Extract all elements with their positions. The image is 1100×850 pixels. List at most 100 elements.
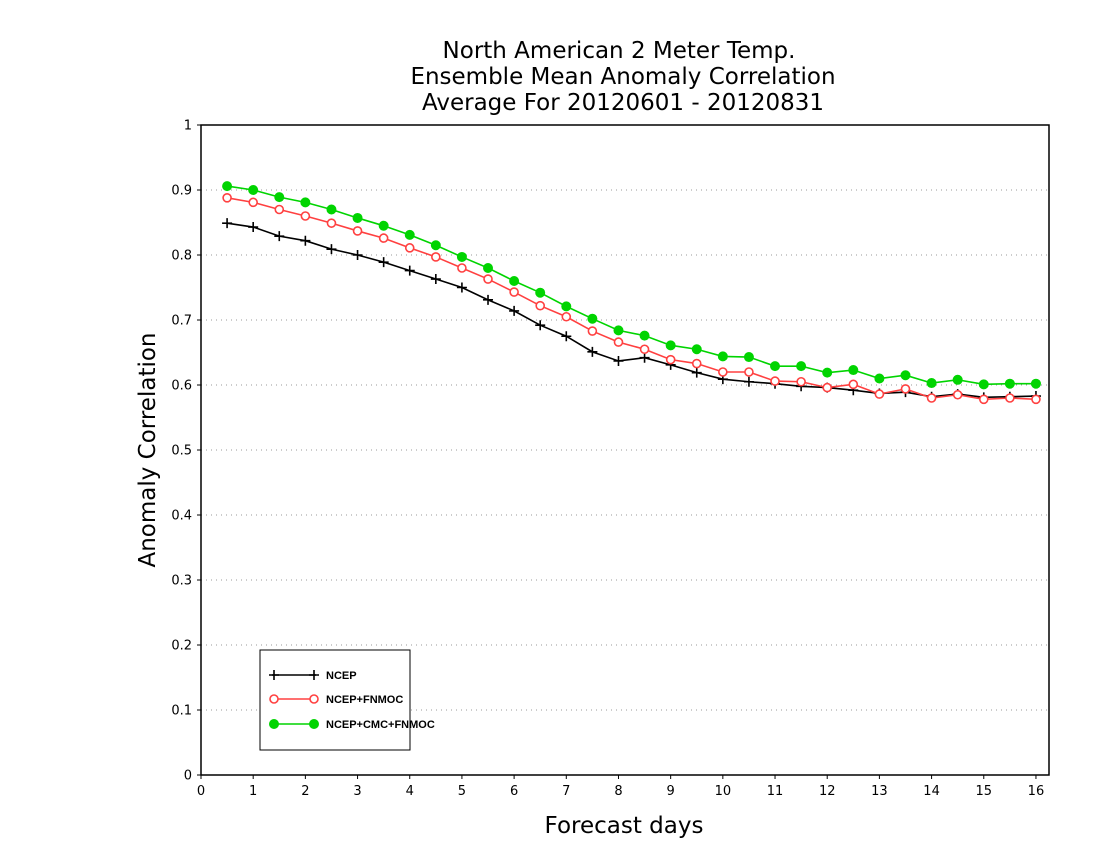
data-point: [926, 378, 937, 389]
data-point: [874, 373, 885, 384]
x-tick-label: 9: [667, 784, 675, 799]
data-series: [222, 181, 1041, 405]
data-point: [222, 193, 232, 203]
series-line: [226, 185, 1036, 386]
data-point: [378, 233, 389, 243]
y-axis-label: Anomaly Correlation: [135, 332, 161, 567]
data-point: [483, 294, 494, 305]
data-point: [535, 287, 546, 298]
data-point: [274, 231, 285, 242]
data-point: [822, 382, 833, 393]
legend-box: [259, 649, 411, 751]
legend-item: NCEP+CMC+FNMOC: [269, 719, 435, 731]
legend-marker: [269, 694, 279, 704]
y-tick-label: 0.5: [171, 444, 192, 459]
series-line: [226, 197, 1036, 401]
x-tick-label: 11: [767, 784, 784, 799]
data-point: [535, 320, 546, 331]
data-point: [248, 197, 258, 208]
data-point: [483, 274, 493, 284]
legend-label: NCEP+FNMOC: [326, 694, 403, 706]
data-point: [718, 367, 728, 377]
x-tick-label: 5: [458, 784, 466, 799]
data-point: [561, 331, 572, 342]
data-point: [1005, 393, 1015, 403]
data-point: [770, 376, 780, 386]
data-point: [613, 325, 624, 336]
data-point: [900, 384, 911, 394]
data-point: [248, 222, 259, 233]
data-point: [744, 367, 754, 377]
y-tick-label: 0.3: [171, 574, 192, 589]
data-point: [456, 282, 467, 293]
data-point: [378, 257, 389, 268]
data-point: [561, 301, 572, 312]
data-point: [665, 340, 676, 351]
legend-marker: [269, 719, 279, 729]
series-0: [222, 218, 1041, 403]
title-line-3: Average For 20120601 - 20120831: [422, 90, 824, 116]
y-tick-label: 0.2: [171, 639, 192, 654]
data-point: [509, 276, 520, 286]
data-point: [430, 240, 441, 251]
x-axis-ticks: 0 1 2 3 4 5 6 7 8 9 10 11 12 13 14 15 16: [197, 775, 1044, 799]
legend-item: NCEP+FNMOC: [269, 694, 403, 706]
series-2: [222, 181, 1041, 390]
data-point: [326, 244, 337, 255]
x-tick-label: 6: [510, 784, 518, 799]
data-point: [300, 211, 311, 221]
data-point: [352, 212, 363, 223]
x-tick-label: 16: [1028, 784, 1045, 799]
data-point: [352, 226, 363, 236]
data-point: [300, 235, 311, 246]
data-point: [274, 204, 285, 215]
legend-marker: [309, 670, 319, 680]
data-point: [717, 351, 728, 362]
x-tick-label: 7: [562, 784, 570, 799]
y-tick-label: 0.1: [171, 704, 192, 719]
data-point: [848, 365, 859, 376]
x-tick-label: 3: [353, 784, 361, 799]
data-point: [222, 181, 233, 192]
legend-item: NCEP: [269, 670, 357, 682]
data-point: [509, 287, 519, 297]
data-point: [274, 192, 285, 203]
series-1: [222, 193, 1041, 405]
data-point: [639, 330, 650, 341]
data-point: [952, 389, 963, 400]
data-point: [404, 229, 415, 240]
data-point: [613, 355, 624, 366]
data-point: [1030, 378, 1041, 389]
data-point: [404, 243, 415, 253]
y-tick-label: 0.9: [171, 184, 192, 199]
x-tick-label: 14: [923, 784, 940, 799]
data-point: [822, 367, 833, 378]
data-point: [587, 313, 598, 324]
data-point: [509, 305, 520, 316]
x-tick-label: 10: [715, 784, 732, 799]
data-point: [378, 220, 389, 231]
y-tick-label: 1: [184, 119, 192, 134]
y-tick-label: 0.7: [171, 314, 192, 329]
data-point: [326, 218, 337, 228]
data-point: [352, 250, 363, 260]
data-point: [561, 311, 572, 322]
data-point: [743, 376, 754, 387]
x-tick-label: 8: [614, 784, 622, 799]
data-point: [743, 352, 754, 363]
data-point: [431, 252, 441, 262]
data-point: [430, 274, 441, 285]
x-tick-label: 1: [249, 784, 257, 799]
y-axis-ticks: 0 0.1 0.2 0.3 0.4 0.5 0.6 0.7 0.8 0.9 1: [171, 119, 201, 784]
data-point: [848, 379, 859, 390]
data-point: [900, 370, 911, 381]
data-point: [952, 374, 963, 385]
x-tick-label: 15: [975, 784, 992, 799]
data-point: [978, 379, 989, 390]
data-point: [535, 300, 546, 311]
legend-label: NCEP+CMC+FNMOC: [326, 719, 435, 731]
y-tick-label: 0.6: [171, 379, 192, 394]
data-point: [691, 358, 702, 369]
y-tick-label: 0.4: [171, 509, 192, 524]
